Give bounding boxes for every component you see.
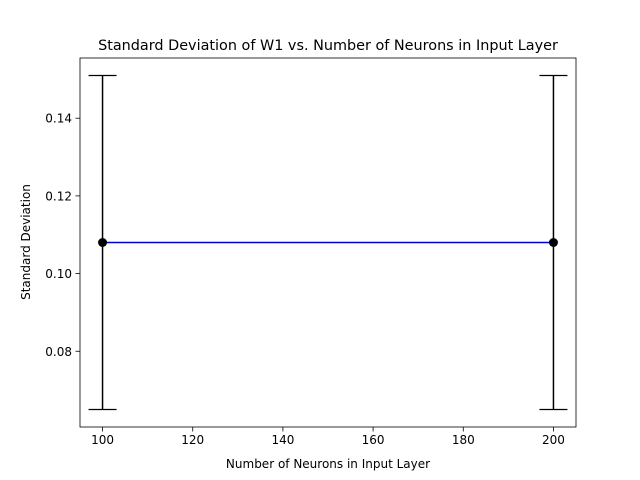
y-tick-label: 0.08 (45, 345, 72, 359)
y-tick-label: 0.10 (45, 267, 72, 281)
x-tick-label: 140 (271, 433, 294, 447)
x-tick-label: 160 (362, 433, 385, 447)
y-tick-label: 0.12 (45, 189, 72, 203)
y-axis-label: Standard Deviation (19, 184, 33, 300)
axis-ticks: 100 120 140 160 180 200 0.08 0.10 0.12 0.14 (45, 112, 565, 447)
data-point (98, 238, 108, 247)
axes-frame (79, 57, 577, 428)
chart-title: Standard Deviation of W1 vs. Number of N… (98, 38, 558, 54)
x-tick-label: 120 (181, 433, 204, 447)
x-tick-label: 180 (452, 433, 475, 447)
plot-area (88, 74, 568, 411)
x-tick-label: 200 (542, 433, 565, 447)
x-tick-label: 100 (91, 433, 114, 447)
y-tick-label: 0.14 (45, 112, 72, 126)
data-point (548, 238, 558, 247)
x-axis-label: Number of Neurons in Input Layer (226, 457, 430, 471)
